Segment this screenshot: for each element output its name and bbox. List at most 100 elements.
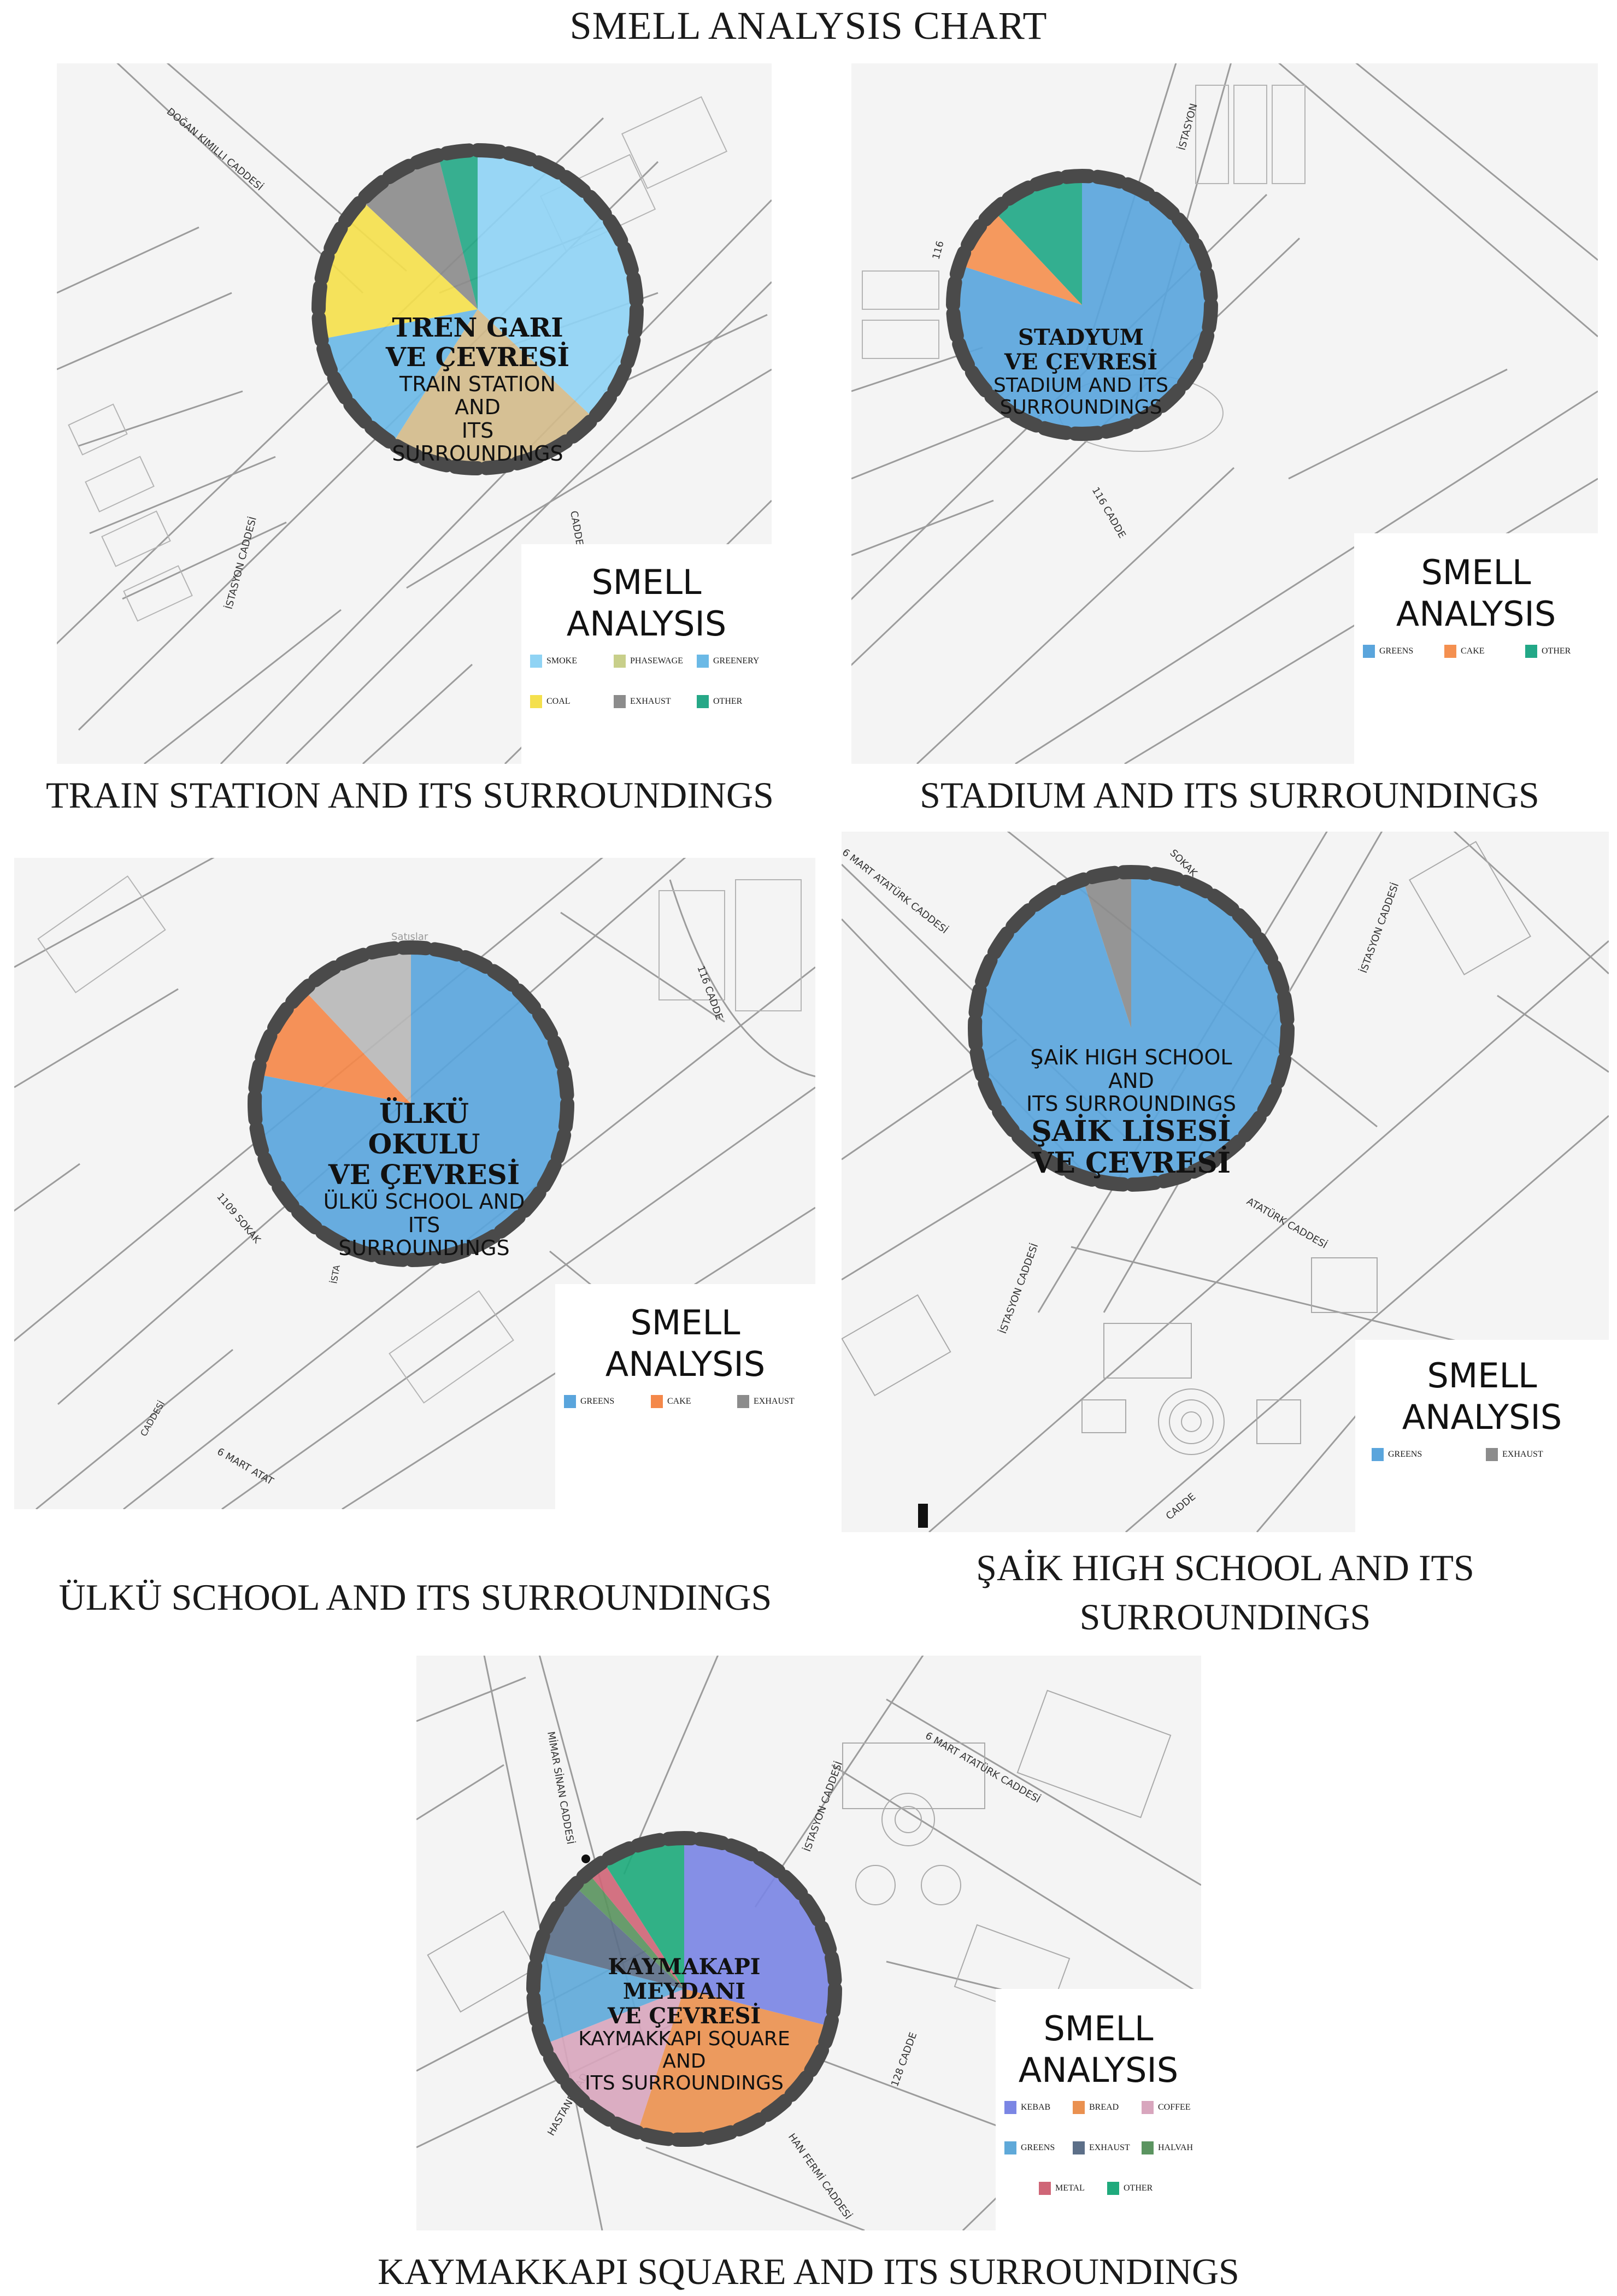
legend-item: COAL	[530, 695, 571, 708]
pie-label-en-line: TRAIN STATION AND	[399, 372, 556, 420]
legend-label: HALVAH	[1158, 2143, 1193, 2152]
legend-swatch	[1039, 2182, 1051, 2195]
legend-item: CAKE	[651, 1395, 691, 1408]
legend-swatch	[530, 695, 542, 708]
pie-label-tr-line: VE ÇEVRESİ	[385, 342, 570, 373]
legend-title-line: SMELL	[591, 562, 702, 602]
legend-item: COFFEE	[1142, 2101, 1191, 2114]
chart-caption: STADIUM AND ITS SURROUNDINGS	[920, 774, 1539, 816]
street-label: 6 MART ATAT	[215, 1446, 276, 1487]
legend-title-line: ANALYSIS	[605, 1344, 766, 1384]
pie-slice-exhaust	[1084, 875, 1131, 1028]
chart-caption: TRAIN STATION AND ITS SURROUNDINGS	[46, 774, 774, 816]
legend-item: GREENS	[564, 1395, 614, 1408]
pie-border-ring	[968, 865, 1295, 1192]
legend-label: CAKE	[667, 1397, 691, 1406]
street-label: ATATÜRK CADDESİ	[1245, 1195, 1330, 1251]
legend-swatch	[1073, 2141, 1085, 2154]
legend-title-line: ANALYSIS	[566, 604, 727, 644]
pie-slice-exhaust	[364, 158, 478, 309]
pie-label-tr-line: ŞAİK LİSESİ	[1031, 1114, 1231, 1148]
street-map: İSTASYON 116 116 CADDE	[851, 63, 1598, 764]
legend-swatch	[1486, 1448, 1498, 1461]
legend: SMELL ANALYSIS GREENS CAKE OTHER	[1354, 533, 1598, 764]
street-label: DOĞAN KIMILLI CADDESİ	[164, 105, 266, 193]
pie-border-ring	[946, 169, 1218, 441]
street-label: CADDESİ	[138, 1399, 167, 1438]
street-label: İSTASYON CADDESİ	[224, 516, 259, 611]
legend-label: EXHAUST	[630, 697, 671, 706]
legend-swatch	[564, 1395, 576, 1408]
pie-slice-greenery	[325, 309, 478, 441]
legend-label: GREENS	[1021, 2143, 1055, 2152]
pie-label-en-line: KAYMAKKAPI SQUARE AND	[578, 2028, 790, 2073]
legend-label: COFFEE	[1158, 2103, 1191, 2112]
legend: SMELL ANALYSIS KEBAB BREAD COFFEE GREENS EXHAU…	[996, 1989, 1201, 2230]
street-label: Satışlar	[391, 931, 428, 943]
pie-slice-coal	[322, 202, 478, 339]
street-label: İSTASYON	[1177, 102, 1200, 151]
pie-label-tr-line: ÜLKÜ OKULU	[368, 1097, 480, 1160]
legend-item: GREENS	[1363, 645, 1413, 658]
pie-label: STADYUM VE ÇEVRESİ STADIUM AND ITS SURRO…	[988, 325, 1174, 419]
legend-title-line: ANALYSIS	[1018, 2050, 1179, 2090]
legend-label: EXHAUST	[754, 1397, 795, 1406]
legend-title: SMELL ANALYSIS	[521, 562, 772, 645]
legend: SMELL ANALYSIS GREENS CAKE EXHAUST	[555, 1284, 815, 1509]
legend-item: EXHAUST	[737, 1395, 795, 1408]
page-title: SMELL ANALYSIS CHART	[569, 4, 1048, 48]
street-label: İSTASYON CADDESİ	[997, 1242, 1040, 1335]
chart-caption: ŞAİK HIGH SCHOOL AND ITS SURROUNDINGS	[842, 1543, 1609, 1641]
legend-swatch	[1107, 2182, 1119, 2195]
map-panel-stadium: İSTASYON 116 116 CADDE STADYUM VE ÇEVRES…	[851, 63, 1598, 764]
legend-swatch	[1525, 645, 1537, 658]
pie-chart-train-station	[311, 143, 644, 475]
pie-slice-phasewage	[394, 309, 591, 465]
legend-item: OTHER	[1525, 645, 1571, 658]
legend-label: KEBAB	[1021, 2103, 1051, 2112]
street-label: 116 CADDE	[1090, 485, 1128, 540]
legend-label: CAKE	[1461, 646, 1485, 656]
pie-slice-metal	[590, 1864, 684, 1989]
pie-label-tr-line: VE ÇEVRESİ	[1004, 349, 1158, 375]
legend-swatch	[1142, 2141, 1154, 2154]
pie-label-en-line: ITS SURROUNDINGS	[1026, 1092, 1236, 1116]
legend-label: OTHER	[1124, 2183, 1153, 2193]
pie-label-en-line: ITS SURROUNDINGS	[392, 418, 563, 466]
map-marker	[918, 1504, 928, 1528]
street-label: 6 MART ATATÜRK CADDESİ	[842, 846, 950, 937]
legend-swatch	[651, 1395, 663, 1408]
legend-swatch	[1372, 1448, 1384, 1461]
legend-swatch	[1142, 2101, 1154, 2114]
legend-label: METAL	[1055, 2183, 1085, 2193]
pie-slice-halvah	[577, 1875, 684, 1989]
pie-slice-greens	[257, 951, 564, 1257]
pie-slice-cake	[260, 992, 411, 1104]
pie-slice-greens	[537, 1952, 684, 2044]
legend-title-line: SMELL	[1043, 2009, 1154, 2048]
legend-label: GREENS	[580, 1397, 615, 1406]
legend-label: GREENERY	[713, 656, 760, 666]
legend-label: BREAD	[1089, 2103, 1119, 2112]
pie-slice-exhaust	[306, 951, 411, 1104]
street-label: 128 CADDE	[889, 2031, 919, 2088]
pie-chart-ulku-school	[248, 940, 574, 1267]
pie-border-ring	[248, 940, 574, 1267]
legend-item: PHASEWAGE	[614, 655, 683, 668]
street-label: 6 MART ATATÜRK CADDESİ	[924, 1729, 1043, 1805]
legend-swatch	[1004, 2101, 1016, 2114]
legend-swatch	[614, 695, 626, 708]
pie-label: TREN GARI VE ÇEVRESİ TRAIN STATION AND I…	[374, 313, 581, 466]
legend-item: EXHAUST	[1073, 2141, 1130, 2154]
pie-label-tr-line: MEYDANI	[622, 1978, 746, 2004]
legend-item: OTHER	[697, 695, 742, 708]
legend-title-line: ANALYSIS	[1396, 594, 1556, 634]
pie-slice-exhaust	[541, 1888, 684, 1989]
legend-label: GREENS	[1379, 646, 1414, 656]
legend-label: OTHER	[713, 697, 743, 706]
map-panel-saik-high-school: SOKAK 6 MART ATATÜRK CADDESİ İSTASYON CA…	[842, 832, 1609, 1532]
legend-item: KEBAB	[1004, 2101, 1050, 2114]
legend-swatch	[697, 655, 709, 668]
legend-label: GREENS	[1388, 1450, 1422, 1459]
legend-title: SMELL ANALYSIS	[1354, 552, 1598, 635]
